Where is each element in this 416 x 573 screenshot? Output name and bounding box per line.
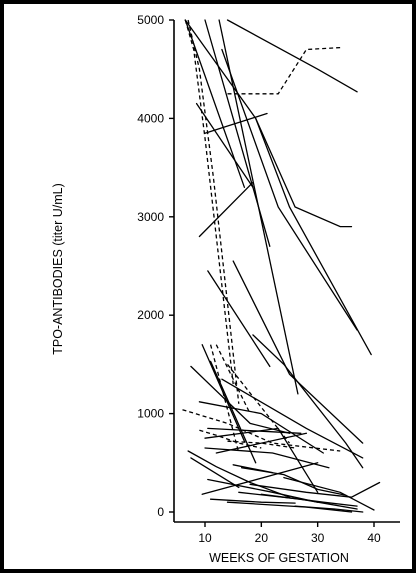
series-line-28 <box>249 481 381 498</box>
series-line-8 <box>195 102 254 188</box>
series-line-4 <box>226 19 358 93</box>
series-line-30 <box>209 498 296 504</box>
y-axis-title: TPO-ANTIBODIES (titer U/mL) <box>51 183 65 355</box>
series-line-20 <box>204 427 319 493</box>
series-line-13 <box>252 334 364 469</box>
series-line-41 <box>209 344 240 454</box>
y-tick-label: 5000 <box>137 13 164 27</box>
series-line-35 <box>232 464 274 474</box>
line-chart: 0 1000 2000 3000 4000 5000 10 20 30 40 TPO-ANTIBO… <box>51 13 400 565</box>
x-tick-label: 20 <box>255 531 269 545</box>
y-tick-label: 2000 <box>137 308 164 322</box>
y-tick-label: 0 <box>157 505 164 519</box>
series-line-18 <box>198 401 324 454</box>
y-tick-label: 4000 <box>137 111 164 125</box>
series-line-34 <box>294 505 364 513</box>
series-line-19 <box>207 427 302 434</box>
x-axis-title: WEEKS OF GESTATION <box>209 551 349 565</box>
series-line-11 <box>207 270 271 368</box>
series-line-32 <box>283 476 375 511</box>
series-line-17 <box>221 378 364 459</box>
x-tick-label: 30 <box>311 531 325 545</box>
series-line-36 <box>184 19 234 385</box>
y-tick-label: 3000 <box>137 210 164 224</box>
x-tick-label: 40 <box>367 531 381 545</box>
series-line-39 <box>215 344 251 414</box>
series-line-7 <box>255 117 353 228</box>
y-tick-label: 1000 <box>137 407 164 421</box>
series-line-6 <box>221 48 358 331</box>
series-line-44 <box>199 429 262 449</box>
series-line-43 <box>227 440 296 449</box>
series-line-5 <box>184 19 372 356</box>
series-line-38 <box>227 46 341 95</box>
series-line-40 <box>226 363 291 444</box>
series-line-37 <box>187 19 240 404</box>
series-layer <box>182 19 381 513</box>
axes <box>169 19 400 527</box>
chart-frame: 0 1000 2000 3000 4000 5000 10 20 30 40 TPO-ANTIBO… <box>4 4 412 569</box>
series-line-42 <box>182 409 341 452</box>
series-line-33 <box>260 493 358 507</box>
series-line-22 <box>204 447 330 469</box>
series-line-3 <box>218 19 299 395</box>
series-line-9 <box>204 112 268 134</box>
series-line-27 <box>207 478 319 503</box>
series-line-23 <box>187 450 291 498</box>
series-line-16 <box>190 365 291 434</box>
series-line-25 <box>201 462 319 495</box>
series-line-15 <box>209 360 257 464</box>
x-tick-label: 10 <box>198 531 212 545</box>
tick-labels: 0 1000 2000 3000 4000 5000 10 20 30 40 <box>137 13 381 545</box>
series-line-24 <box>190 457 240 489</box>
series-line-10 <box>198 181 254 238</box>
series-line-12 <box>232 260 364 444</box>
